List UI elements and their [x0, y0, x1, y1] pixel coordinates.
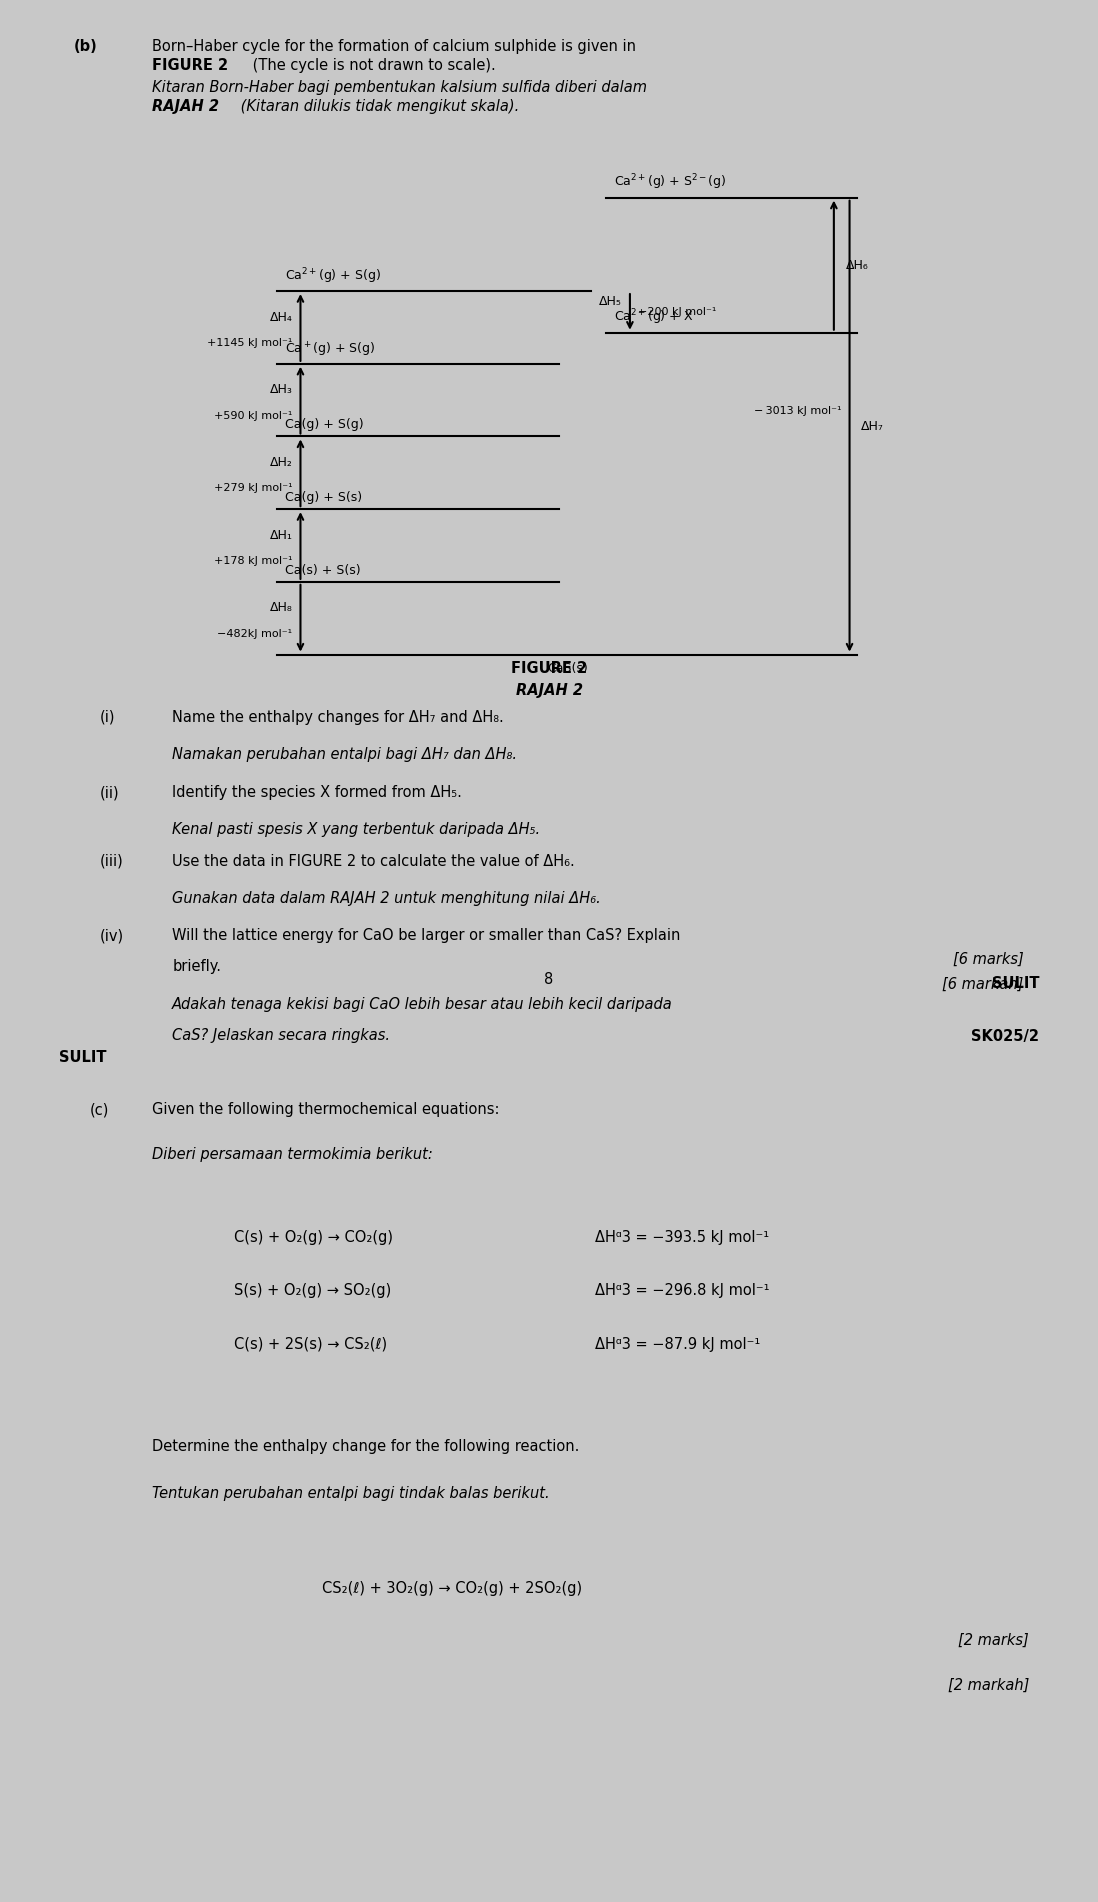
Text: Identify the species X formed from ΔH₅.: Identify the species X formed from ΔH₅. — [172, 786, 462, 801]
Text: (c): (c) — [90, 1101, 109, 1116]
Text: Ca$^+$(g) + S(g): Ca$^+$(g) + S(g) — [284, 340, 376, 359]
Text: (The cycle is not drawn to scale).: (The cycle is not drawn to scale). — [248, 59, 495, 72]
Text: Will the lattice energy for CaO be larger or smaller than CaS? Explain: Will the lattice energy for CaO be large… — [172, 928, 681, 943]
Text: Ca$^{2+}$(g) + X: Ca$^{2+}$(g) + X — [614, 308, 694, 327]
Text: Kitaran Born-Haber bagi pembentukan kalsium sulfida diberi dalam: Kitaran Born-Haber bagi pembentukan kals… — [152, 80, 647, 95]
Text: Adakah tenaga kekisi bagi CaO lebih besar atau lebih kecil daripada: Adakah tenaga kekisi bagi CaO lebih besa… — [172, 997, 673, 1012]
Text: Ca(s) + S(s): Ca(s) + S(s) — [284, 563, 360, 576]
Text: − 3013 kJ mol⁻¹: − 3013 kJ mol⁻¹ — [754, 405, 842, 415]
Text: SK025/2: SK025/2 — [972, 1029, 1039, 1044]
Text: (b): (b) — [75, 38, 98, 53]
Text: RAJAH 2: RAJAH 2 — [515, 683, 583, 698]
Text: ΔHᵅ3 = −393.5 kJ mol⁻¹: ΔHᵅ3 = −393.5 kJ mol⁻¹ — [595, 1231, 770, 1244]
Text: C(s) + 2S(s) → CS₂(ℓ): C(s) + 2S(s) → CS₂(ℓ) — [234, 1337, 388, 1352]
Text: Kenal pasti spesis X yang terbentuk daripada ΔH₅.: Kenal pasti spesis X yang terbentuk dari… — [172, 822, 540, 837]
Text: [2 markah]: [2 markah] — [948, 1678, 1029, 1693]
Text: ΔH₁: ΔH₁ — [270, 529, 293, 542]
Text: (ii): (ii) — [100, 786, 120, 801]
Text: Use the data in FIGURE 2 to calculate the value of ΔH₆.: Use the data in FIGURE 2 to calculate th… — [172, 854, 575, 869]
Text: FIGURE 2: FIGURE 2 — [511, 660, 587, 675]
Text: (iv): (iv) — [100, 928, 124, 943]
Text: briefly.: briefly. — [172, 959, 222, 974]
Text: Ca(g) + S(s): Ca(g) + S(s) — [284, 491, 362, 504]
Text: Gunakan data dalam RAJAH 2 untuk menghitung nilai ΔH₆.: Gunakan data dalam RAJAH 2 untuk menghit… — [172, 890, 601, 905]
Text: Namakan perubahan entalpi bagi ΔH₇ dan ΔH₈.: Namakan perubahan entalpi bagi ΔH₇ dan Δ… — [172, 747, 517, 763]
Text: CaS(s): CaS(s) — [547, 662, 587, 675]
Text: ΔH₅: ΔH₅ — [600, 295, 623, 308]
Text: Born–Haber cycle for the formation of calcium sulphide is given in: Born–Haber cycle for the formation of ca… — [152, 38, 636, 53]
Text: (Kitaran dilukis tidak mengikut skala).: (Kitaran dilukis tidak mengikut skala). — [236, 99, 519, 114]
Text: ΔH₈: ΔH₈ — [270, 601, 293, 614]
Text: +178 kJ mol⁻¹: +178 kJ mol⁻¹ — [214, 555, 293, 567]
Text: Name the enthalpy changes for ΔH₇ and ΔH₈.: Name the enthalpy changes for ΔH₇ and ΔH… — [172, 709, 504, 725]
Text: (i): (i) — [100, 709, 115, 725]
Text: SULIT: SULIT — [991, 976, 1039, 991]
Text: SULIT: SULIT — [58, 1050, 107, 1065]
Text: Ca$^{2+}$(g) + S$^{2-}$(g): Ca$^{2+}$(g) + S$^{2-}$(g) — [614, 173, 727, 192]
Text: Ca(g) + S(g): Ca(g) + S(g) — [284, 418, 363, 432]
Text: +279 kJ mol⁻¹: +279 kJ mol⁻¹ — [214, 483, 293, 493]
Text: Determine the enthalpy change for the following reaction.: Determine the enthalpy change for the fo… — [152, 1438, 579, 1453]
Text: ΔH₆: ΔH₆ — [845, 259, 869, 272]
Text: [6 marks]: [6 marks] — [953, 951, 1023, 966]
Text: Diberi persamaan termokimia berikut:: Diberi persamaan termokimia berikut: — [152, 1147, 433, 1162]
Text: CS₂(ℓ) + 3O₂(g) → CO₂(g) + 2SO₂(g): CS₂(ℓ) + 3O₂(g) → CO₂(g) + 2SO₂(g) — [322, 1581, 582, 1596]
Text: ΔH₇: ΔH₇ — [861, 420, 884, 432]
Text: Tentukan perubahan entalpi bagi tindak balas berikut.: Tentukan perubahan entalpi bagi tindak b… — [152, 1485, 549, 1501]
Text: Ca$^{2+}$(g) + S(g): Ca$^{2+}$(g) + S(g) — [284, 266, 381, 285]
Text: −482kJ mol⁻¹: −482kJ mol⁻¹ — [217, 630, 293, 639]
Text: [2 marks]: [2 marks] — [959, 1634, 1029, 1647]
Text: ΔHᵅ3 = −87.9 kJ mol⁻¹: ΔHᵅ3 = −87.9 kJ mol⁻¹ — [595, 1337, 761, 1352]
Text: FIGURE 2: FIGURE 2 — [152, 59, 227, 72]
Text: +1145 kJ mol⁻¹: +1145 kJ mol⁻¹ — [208, 339, 293, 348]
Text: (iii): (iii) — [100, 854, 124, 869]
Text: ΔH₄: ΔH₄ — [270, 310, 293, 323]
Text: Given the following thermochemical equations:: Given the following thermochemical equat… — [152, 1101, 500, 1116]
Text: [6 markah]: [6 markah] — [942, 978, 1023, 993]
Text: CaS? Jelaskan secara ringkas.: CaS? Jelaskan secara ringkas. — [172, 1027, 390, 1042]
Text: RAJAH 2: RAJAH 2 — [152, 99, 219, 114]
Text: 8: 8 — [545, 972, 553, 987]
Text: −200 kJ mol⁻¹: −200 kJ mol⁻¹ — [638, 306, 716, 318]
Text: ΔH₃: ΔH₃ — [270, 384, 293, 396]
Text: ΔHᵅ3 = −296.8 kJ mol⁻¹: ΔHᵅ3 = −296.8 kJ mol⁻¹ — [595, 1284, 770, 1299]
Text: C(s) + O₂(g) → CO₂(g): C(s) + O₂(g) → CO₂(g) — [234, 1231, 393, 1244]
Text: S(s) + O₂(g) → SO₂(g): S(s) + O₂(g) → SO₂(g) — [234, 1284, 392, 1299]
Text: +590 kJ mol⁻¹: +590 kJ mol⁻¹ — [214, 411, 293, 420]
Text: ΔH₂: ΔH₂ — [270, 456, 293, 470]
